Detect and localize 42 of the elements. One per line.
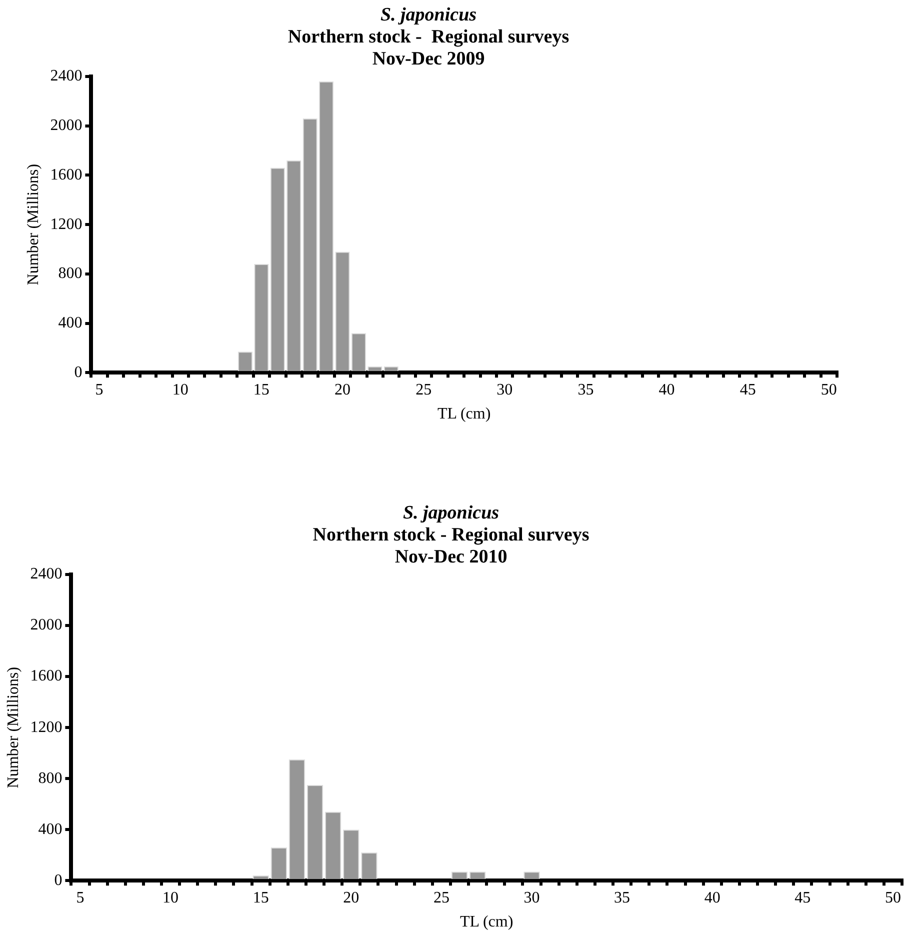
y-tick-label: 0 bbox=[74, 364, 82, 381]
y-tick-label: 800 bbox=[38, 770, 62, 787]
y-tick-label: 1200 bbox=[50, 216, 82, 233]
x-tick-label: 20 bbox=[334, 381, 350, 398]
x-tick-label: 25 bbox=[433, 889, 450, 906]
x-tick-label: 40 bbox=[704, 889, 720, 906]
y-tick-label: 800 bbox=[58, 265, 82, 282]
y-tick-label: 400 bbox=[58, 314, 82, 332]
x-tick-label: 35 bbox=[614, 889, 630, 906]
chart-title: S. japonicus bbox=[380, 4, 477, 26]
x-tick-label: 45 bbox=[794, 889, 811, 906]
y-tick-label: 1600 bbox=[50, 166, 82, 184]
x-tick-label: 15 bbox=[252, 889, 269, 906]
x-tick-label: 40 bbox=[658, 381, 675, 398]
x-tick-label: 35 bbox=[578, 381, 594, 398]
x-tick-label: 30 bbox=[496, 381, 513, 398]
x-tick-label: 30 bbox=[524, 889, 540, 906]
x-tick-label: 20 bbox=[343, 889, 360, 906]
y-tick-label: 2400 bbox=[50, 68, 82, 85]
chart-subtitle: Northern stock - Regional surveys Nov-Dec 2009 bbox=[288, 26, 570, 70]
y-tick-label: 2000 bbox=[50, 117, 82, 134]
x-tick-label: 50 bbox=[884, 889, 901, 906]
x-tick-label: 15 bbox=[253, 381, 270, 398]
x-tick-label: 10 bbox=[162, 889, 179, 906]
y-tick-label: 400 bbox=[38, 820, 62, 838]
x-tick-label: 10 bbox=[172, 381, 188, 398]
x-axis-title: TL (cm) bbox=[460, 914, 514, 931]
x-tick-label: 50 bbox=[820, 381, 837, 398]
y-tick-label: 2400 bbox=[30, 566, 62, 583]
y-tick-label: 1200 bbox=[30, 718, 62, 736]
y-tick-label: 0 bbox=[54, 872, 62, 889]
chart-title: S. japonicus bbox=[402, 502, 500, 524]
x-tick-label: 5 bbox=[76, 889, 84, 906]
x-tick-label: 45 bbox=[740, 381, 756, 398]
y-axis-title: Number (Millions) bbox=[4, 666, 22, 788]
x-tick-label: 25 bbox=[416, 381, 432, 398]
y-tick-label: 1600 bbox=[30, 668, 62, 685]
x-axis-title: TL (cm) bbox=[438, 406, 491, 423]
y-tick-label: 2000 bbox=[30, 616, 62, 634]
chart-subtitle: Northern stock - Regional surveys Nov-Dec 2010 bbox=[312, 524, 590, 568]
y-axis-title: Number (Millions) bbox=[24, 164, 42, 286]
x-tick-label: 5 bbox=[95, 381, 104, 398]
